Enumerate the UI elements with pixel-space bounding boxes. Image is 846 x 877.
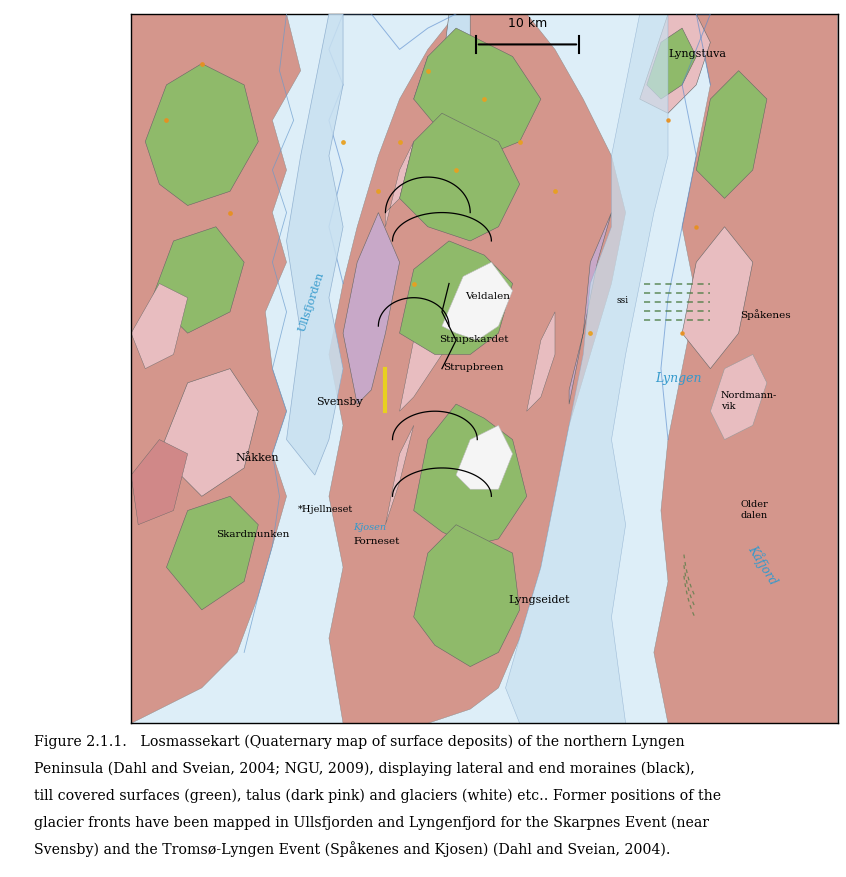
Point <box>160 114 173 128</box>
Polygon shape <box>167 496 258 610</box>
Text: Svensby) and the Tromsø-Lyngen Event (Spåkenes and Kjosen) (Dahl and Sveian, 200: Svensby) and the Tromsø-Lyngen Event (Sp… <box>34 840 670 856</box>
Point <box>689 220 703 234</box>
Point <box>421 65 435 79</box>
Point <box>407 277 420 291</box>
Polygon shape <box>399 312 442 411</box>
Text: Spåkenes: Spåkenes <box>740 309 791 319</box>
Text: Figure 2.1.1.   Losmassekart (Quaternary map of surface deposits) of the norther: Figure 2.1.1. Losmassekart (Quaternary m… <box>34 734 684 748</box>
Point <box>393 135 406 149</box>
Text: till covered surfaces (green), talus (dark pink) and glaciers (white) etc.. Form: till covered surfaces (green), talus (da… <box>34 788 721 802</box>
Polygon shape <box>131 15 300 724</box>
Text: Strupbreen: Strupbreen <box>443 362 504 372</box>
Text: Kjosen: Kjosen <box>354 522 387 531</box>
Polygon shape <box>329 15 625 724</box>
Point <box>336 135 350 149</box>
Polygon shape <box>654 15 838 724</box>
Polygon shape <box>152 227 244 334</box>
Text: Lyngseidet: Lyngseidet <box>508 595 570 604</box>
Text: Nåkken: Nåkken <box>235 453 278 463</box>
Polygon shape <box>414 404 527 546</box>
Polygon shape <box>131 440 188 525</box>
Polygon shape <box>682 227 753 369</box>
Polygon shape <box>386 426 414 525</box>
Polygon shape <box>442 15 470 72</box>
Text: Peninsula (Dahl and Sveian, 2004; NGU, 2009), displaying lateral and end moraine: Peninsula (Dahl and Sveian, 2004; NGU, 2… <box>34 761 695 775</box>
Point <box>371 185 385 199</box>
Text: Nordmann-
vik: Nordmann- vik <box>721 391 777 410</box>
Point <box>584 327 597 341</box>
Polygon shape <box>442 263 513 341</box>
Text: Older
dalen: Older dalen <box>740 500 768 519</box>
Text: Skardmunken: Skardmunken <box>216 529 289 538</box>
Polygon shape <box>343 213 399 404</box>
Point <box>449 164 463 178</box>
Polygon shape <box>647 29 696 100</box>
Text: glacier fronts have been mapped in Ullsfjorden and Lyngenfjord for the Skarpnes : glacier fronts have been mapped in Ullsf… <box>34 815 709 829</box>
Polygon shape <box>527 312 555 411</box>
Polygon shape <box>414 57 442 100</box>
Text: Forneset: Forneset <box>354 536 400 545</box>
Polygon shape <box>131 284 188 369</box>
Point <box>548 185 562 199</box>
Point <box>195 58 208 72</box>
Point <box>477 93 491 107</box>
Text: Kåfjord: Kåfjord <box>745 541 782 587</box>
Polygon shape <box>399 242 513 355</box>
Text: Veldalen: Veldalen <box>465 292 510 301</box>
Text: Lyngen: Lyngen <box>656 371 702 384</box>
Polygon shape <box>696 72 766 199</box>
Point <box>513 135 526 149</box>
Polygon shape <box>146 65 258 206</box>
Polygon shape <box>456 426 513 489</box>
Text: 10 km: 10 km <box>508 17 547 30</box>
Text: Svensby: Svensby <box>316 396 363 406</box>
Text: *Hjellneset: *Hjellneset <box>298 504 353 513</box>
Polygon shape <box>569 213 612 404</box>
Point <box>662 114 675 128</box>
Point <box>223 206 237 220</box>
Text: ssi: ssi <box>616 296 628 304</box>
Text: Lyngstuva: Lyngstuva <box>668 49 726 59</box>
Point <box>675 327 689 341</box>
Polygon shape <box>414 525 519 667</box>
Polygon shape <box>711 355 766 440</box>
Polygon shape <box>159 369 258 496</box>
Polygon shape <box>414 29 541 157</box>
Text: Strupskardet: Strupskardet <box>439 334 508 343</box>
Polygon shape <box>640 15 711 114</box>
Polygon shape <box>399 114 519 242</box>
Polygon shape <box>386 142 414 227</box>
Text: Ullsfjorden: Ullsfjorden <box>297 271 326 333</box>
Polygon shape <box>506 15 668 724</box>
Polygon shape <box>287 15 343 475</box>
